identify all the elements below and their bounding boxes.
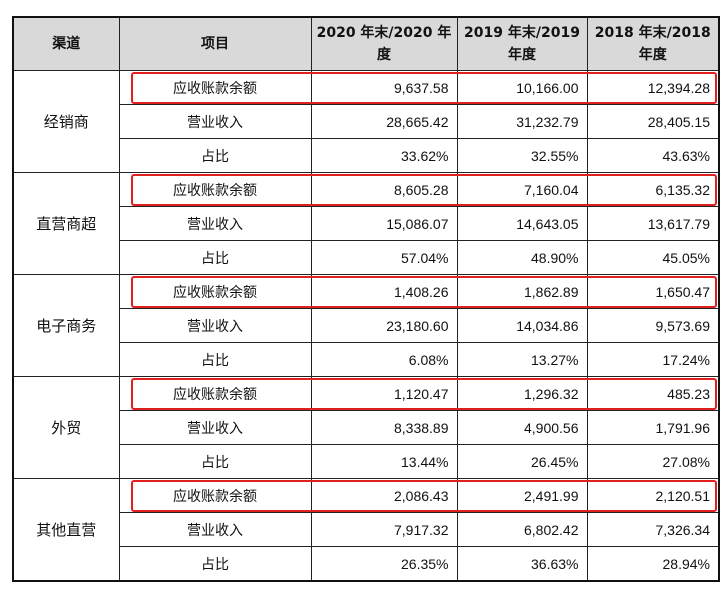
- item-cell: 占比: [118, 444, 312, 479]
- value-2018-cell: 7,326.34: [586, 512, 720, 547]
- value-2020-cell: 9,637.58: [310, 70, 458, 105]
- table-row: 营业收入 8,338.89 4,900.56 1,791.96: [13, 410, 720, 445]
- item-cell: 占比: [118, 138, 312, 173]
- channel-cell: 经销商: [12, 70, 120, 173]
- value-2018-cell: 12,394.28: [586, 70, 720, 105]
- table-row: 其他直营 应收账款余额 2,086.43 2,491.99 2,120.51: [12, 478, 720, 582]
- table-row: 占比 33.62% 32.55% 43.63%: [13, 138, 720, 173]
- value-2019-cell: 14,643.05: [456, 206, 588, 241]
- value-2019-cell: 4,900.56: [456, 410, 588, 445]
- value-2020-cell: 7,917.32: [310, 512, 458, 547]
- item-cell: 应收账款余额: [118, 172, 312, 207]
- table-row: 经销商 应收账款余额 9,637.58 10,166.00 12,394.28: [12, 70, 720, 173]
- table-row: 占比 6.08% 13.27% 17.24%: [13, 342, 720, 377]
- value-2020-cell: 28,665.42: [310, 104, 458, 139]
- table-row: 占比 57.04% 48.90% 45.05%: [13, 240, 720, 275]
- value-2019-cell: 1,296.32: [456, 376, 588, 411]
- header-row: 渠道 项目 2020 年末/2020 年度 2019 年末/2019 年度 20…: [12, 16, 720, 71]
- value-2018-cell: 9,573.69: [586, 308, 720, 343]
- item-cell: 应收账款余额: [118, 274, 312, 309]
- value-2019-cell: 14,034.86: [456, 308, 588, 343]
- channel-cell: 电子商务: [12, 274, 120, 377]
- value-2020-cell: 8,338.89: [310, 410, 458, 445]
- table-row: 营业收入 23,180.60 14,034.86 9,573.69: [13, 308, 720, 343]
- item-cell: 营业收入: [118, 308, 312, 343]
- table-row: 占比 26.35% 36.63% 28.94%: [13, 546, 720, 582]
- value-2018-cell: 28,405.15: [586, 104, 720, 139]
- value-2018-cell: 485.23: [586, 376, 720, 411]
- item-cell: 营业收入: [118, 512, 312, 547]
- item-cell: 占比: [118, 342, 312, 377]
- item-cell: 占比: [118, 546, 312, 582]
- value-2019-cell: 13.27%: [456, 342, 588, 377]
- value-2018-cell: 43.63%: [586, 138, 720, 173]
- header-2019: 2019 年末/2019 年度: [456, 16, 588, 71]
- item-cell: 应收账款余额: [118, 478, 312, 513]
- table-row: 直营商超 应收账款余额 8,605.28 7,160.04 6,135.32: [12, 172, 720, 275]
- table-row: 营业收入 15,086.07 14,643.05 13,617.79: [13, 206, 720, 241]
- value-2020-cell: 8,605.28: [310, 172, 458, 207]
- value-2018-cell: 17.24%: [586, 342, 720, 377]
- header-2018: 2018 年末/2018 年度: [586, 16, 720, 71]
- channel-cell: 直营商超: [12, 172, 120, 275]
- value-2020-cell: 1,120.47: [310, 376, 458, 411]
- item-cell: 营业收入: [118, 206, 312, 241]
- value-2019-cell: 32.55%: [456, 138, 588, 173]
- value-2019-cell: 1,862.89: [456, 274, 588, 309]
- value-2020-cell: 23,180.60: [310, 308, 458, 343]
- value-2020-cell: 13.44%: [310, 444, 458, 479]
- table-row: 外贸 应收账款余额 1,120.47 1,296.32 485.23: [12, 376, 720, 479]
- value-2020-cell: 1,408.26: [310, 274, 458, 309]
- header-channel: 渠道: [12, 16, 120, 71]
- table-row: 占比 13.44% 26.45% 27.08%: [13, 444, 720, 479]
- item-cell: 占比: [118, 240, 312, 275]
- table-row: 营业收入 7,917.32 6,802.42 7,326.34: [13, 512, 720, 547]
- header-item: 项目: [118, 16, 312, 71]
- value-2019-cell: 10,166.00: [456, 70, 588, 105]
- value-2019-cell: 2,491.99: [456, 478, 588, 513]
- value-2018-cell: 6,135.32: [586, 172, 720, 207]
- value-2020-cell: 2,086.43: [310, 478, 458, 513]
- value-2019-cell: 26.45%: [456, 444, 588, 479]
- value-2019-cell: 36.63%: [456, 546, 588, 582]
- channel-cell: 其他直营: [12, 478, 120, 582]
- value-2019-cell: 6,802.42: [456, 512, 588, 547]
- value-2020-cell: 15,086.07: [310, 206, 458, 241]
- value-2018-cell: 27.08%: [586, 444, 720, 479]
- value-2018-cell: 1,650.47: [586, 274, 720, 309]
- value-2020-cell: 26.35%: [310, 546, 458, 582]
- item-cell: 应收账款余额: [118, 70, 312, 105]
- value-2019-cell: 48.90%: [456, 240, 588, 275]
- table-row: 营业收入 28,665.42 31,232.79 28,405.15: [13, 104, 720, 139]
- receivables-table: 渠道 项目 2020 年末/2020 年度 2019 年末/2019 年度 20…: [12, 16, 720, 582]
- item-cell: 营业收入: [118, 104, 312, 139]
- value-2018-cell: 1,791.96: [586, 410, 720, 445]
- value-2018-cell: 2,120.51: [586, 478, 720, 513]
- table-row: 电子商务 应收账款余额 1,408.26 1,862.89 1,650.47: [12, 274, 720, 377]
- channel-cell: 外贸: [12, 376, 120, 479]
- value-2018-cell: 28.94%: [586, 546, 720, 582]
- value-2019-cell: 31,232.79: [456, 104, 588, 139]
- value-2018-cell: 13,617.79: [586, 206, 720, 241]
- value-2019-cell: 7,160.04: [456, 172, 588, 207]
- value-2020-cell: 6.08%: [310, 342, 458, 377]
- item-cell: 应收账款余额: [118, 376, 312, 411]
- value-2020-cell: 33.62%: [310, 138, 458, 173]
- header-2020: 2020 年末/2020 年度: [310, 16, 458, 71]
- value-2020-cell: 57.04%: [310, 240, 458, 275]
- item-cell: 营业收入: [118, 410, 312, 445]
- value-2018-cell: 45.05%: [586, 240, 720, 275]
